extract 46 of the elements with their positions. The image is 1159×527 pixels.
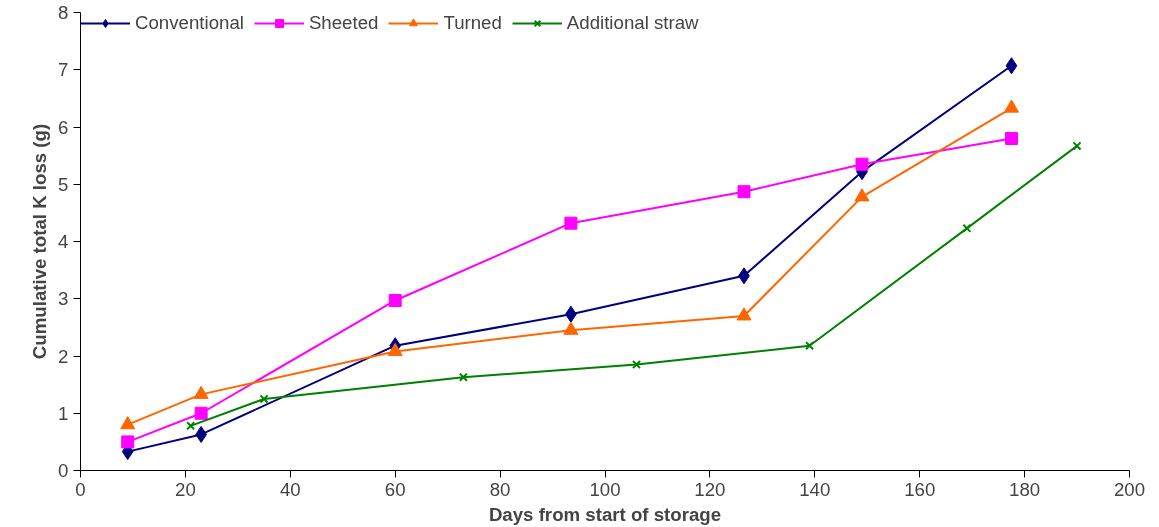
x-tick-label: 0	[75, 478, 86, 500]
x-tick-label: 140	[799, 478, 831, 500]
point	[962, 223, 972, 233]
legend-label: Sheeted	[308, 12, 379, 34]
x-tick-label: 40	[279, 478, 301, 500]
y-tick-label: 3	[58, 288, 69, 310]
point	[458, 372, 468, 382]
y-axis-title: Cumulative total K loss (g)	[29, 123, 51, 360]
point	[737, 185, 751, 199]
point	[120, 416, 136, 430]
point	[1005, 57, 1018, 75]
y-tick-label: 5	[58, 173, 69, 195]
point	[564, 216, 578, 230]
y-tick-label: 0	[58, 460, 69, 481]
point	[186, 421, 196, 431]
y-tick-label: 4	[58, 231, 69, 252]
y-tick-label: 1	[58, 402, 69, 424]
x-tick-label: 200	[1113, 478, 1146, 500]
point	[388, 293, 402, 307]
point	[563, 321, 579, 335]
x-tick-label: 120	[694, 478, 726, 500]
point	[805, 341, 815, 351]
x-tick-label: 160	[904, 478, 936, 500]
x-tick-label: 180	[1009, 478, 1041, 500]
y-tick-label: 7	[58, 59, 69, 81]
point	[259, 394, 269, 404]
legend-label: Turned	[443, 12, 502, 34]
y-tick-label: 8	[58, 2, 69, 23]
x-tick-label: 80	[489, 478, 511, 500]
x-tick-label: 20	[175, 478, 196, 500]
point	[736, 307, 752, 321]
x-tick-label: 60	[384, 478, 406, 500]
y-tick-label: 6	[58, 116, 69, 138]
legend-label: Conventional	[135, 12, 244, 34]
x-axis-title: Days from start of storage	[488, 503, 722, 525]
point	[1072, 141, 1082, 151]
point	[1004, 131, 1018, 145]
point	[855, 157, 869, 171]
point	[854, 188, 870, 202]
point	[194, 406, 208, 420]
point	[631, 360, 642, 370]
y-tick-label: 2	[58, 345, 69, 367]
legend-label: Additional straw	[566, 12, 699, 34]
point	[1003, 99, 1019, 113]
point	[121, 435, 135, 449]
x-tick-label: 100	[589, 478, 621, 500]
